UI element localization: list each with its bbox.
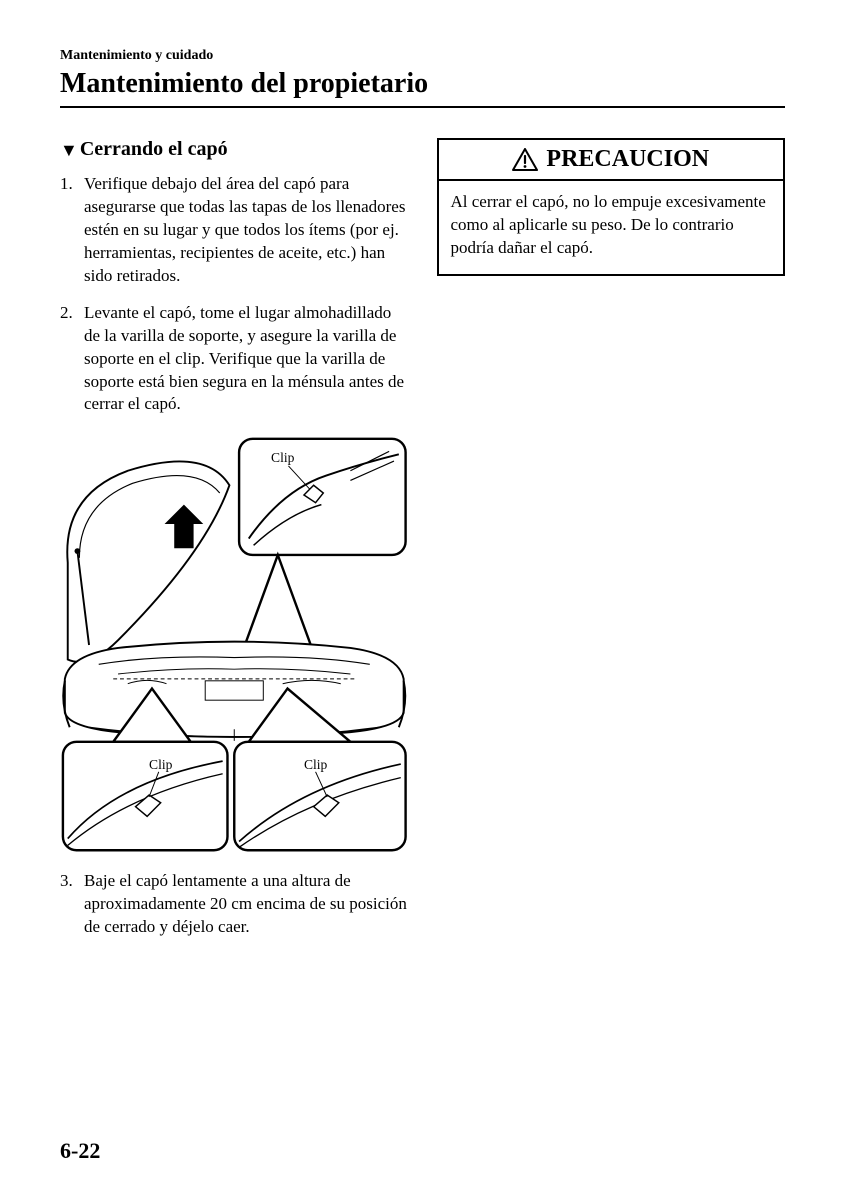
right-column: PRECAUCION Al cerrar el capó, no lo empu…	[437, 138, 786, 953]
clip-label-1: Clip	[271, 450, 295, 465]
page-number: 6-22	[60, 1138, 100, 1164]
step-item: Levante el capó, tome el lugar almohadil…	[60, 302, 409, 417]
breadcrumb: Mantenimiento y cuidado	[60, 48, 785, 64]
page-header: Mantenimiento y cuidado Mantenimiento de…	[60, 48, 785, 108]
hood-illustration: Clip	[60, 430, 409, 860]
caution-body: Al cerrar el capó, no lo empuje excesiva…	[439, 181, 784, 274]
content-columns: ▼ Cerrando el capó Verifique debajo del …	[60, 138, 785, 953]
subheading-text: Cerrando el capó	[80, 138, 228, 161]
caution-title-text: PRECAUCION	[546, 146, 709, 173]
steps-list: Verifique debajo del área del capó para …	[60, 173, 409, 416]
title-rule	[60, 106, 785, 108]
step-item: Verifique debajo del área del capó para …	[60, 173, 409, 288]
caution-box: PRECAUCION Al cerrar el capó, no lo empu…	[437, 138, 786, 276]
subheading-closing-hood: ▼ Cerrando el capó	[60, 138, 409, 161]
clip-label-2: Clip	[149, 757, 173, 772]
steps-list-continued: Baje el capó lentamente a una altura de …	[60, 870, 409, 939]
step-item: Baje el capó lentamente a una altura de …	[60, 870, 409, 939]
left-column: ▼ Cerrando el capó Verifique debajo del …	[60, 138, 409, 953]
down-triangle-icon: ▼	[60, 141, 78, 159]
page-title: Mantenimiento del propietario	[60, 68, 785, 106]
clip-label-3: Clip	[304, 757, 328, 772]
caution-title: PRECAUCION	[439, 140, 784, 181]
warning-triangle-icon	[512, 148, 538, 172]
